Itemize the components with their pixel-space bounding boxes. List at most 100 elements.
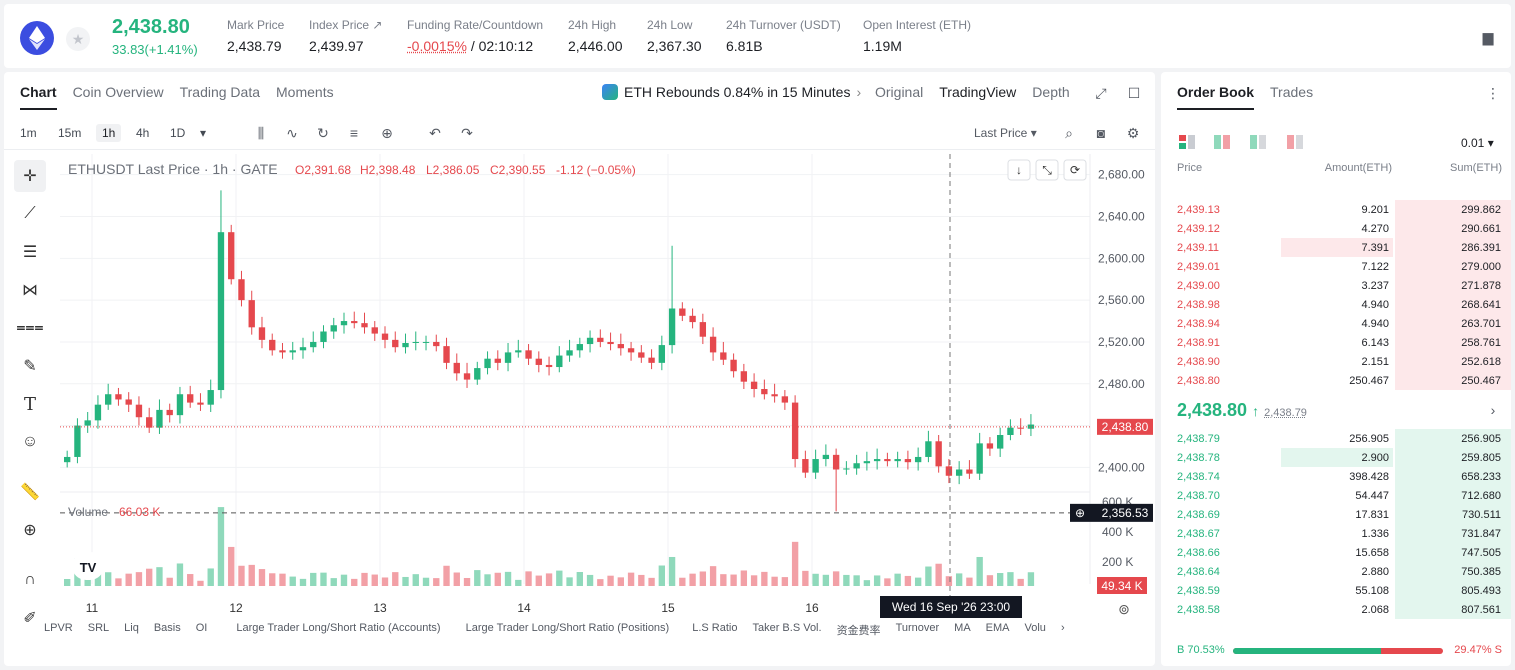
view-bids-icon[interactable] <box>1250 135 1266 149</box>
text-tool-icon[interactable]: T <box>23 393 36 415</box>
indicator-srl[interactable]: SRL <box>87 622 110 634</box>
tab-order-book[interactable]: Order Book <box>1177 84 1255 110</box>
templates-icon[interactable]: ≡ <box>349 125 359 141</box>
ask-row[interactable]: 2,438.80 250.467 250.467 <box>1161 371 1511 390</box>
volume-bar <box>474 570 481 586</box>
bid-row[interactable]: 2,438.67 1.336 731.847 <box>1161 524 1511 543</box>
volume-bar <box>320 572 327 586</box>
indicator-ls-ratio[interactable]: L.S Ratio <box>692 622 738 634</box>
volume-bar <box>105 572 112 586</box>
gear-icon[interactable]: ⚙ <box>1126 124 1140 141</box>
volume-bar <box>402 576 409 586</box>
bid-row[interactable]: 2,438.69 17.831 730.511 <box>1161 505 1511 524</box>
replay-icon[interactable]: ↻ <box>317 124 329 141</box>
col-price: Price <box>1177 162 1203 174</box>
news-ticker[interactable]: ETH Rebounds 0.84% in 15 Minutes › <box>602 84 861 100</box>
expand-icon[interactable]: ⤢ <box>1095 84 1107 101</box>
ask-row[interactable]: 2,438.91 6.143 258.761 <box>1161 333 1511 352</box>
ask-row[interactable]: 2,439.13 9.201 299.862 <box>1161 200 1511 219</box>
tab-chart[interactable]: Chart <box>20 84 57 110</box>
brush-tool-icon[interactable]: ✎ <box>23 358 37 375</box>
bid-row[interactable]: 2,438.58 2.068 807.561 <box>1161 600 1511 619</box>
bid-row[interactable]: 2,438.59 55.108 805.493 <box>1161 581 1511 600</box>
indicator-volume[interactable]: Volu <box>1024 622 1046 634</box>
ask-row[interactable]: 2,438.94 4.940 263.701 <box>1161 314 1511 333</box>
ask-row[interactable]: 2,438.98 4.940 268.641 <box>1161 295 1511 314</box>
timeframe-dropdown-icon[interactable]: ▾ <box>200 126 207 140</box>
indicator-turnover[interactable]: Turnover <box>895 622 940 634</box>
view-asks-icon[interactable] <box>1287 135 1303 149</box>
arrow-down-icon-box <box>1007 159 1031 181</box>
favorite-star-icon[interactable]: ★ <box>66 27 90 51</box>
precision-select[interactable]: 0.01 ▾ <box>1461 136 1494 150</box>
indicator-lpvr[interactable]: LPVR <box>44 622 73 634</box>
bid-row[interactable]: 2,438.66 15.658 747.505 <box>1161 543 1511 562</box>
tab-moments[interactable]: Moments <box>276 84 334 100</box>
tab-trades[interactable]: Trades <box>1270 84 1314 100</box>
book-icon[interactable]: ▆ <box>1482 28 1494 45</box>
row-price: 2,438.78 <box>1177 452 1220 464</box>
indicator-oi[interactable]: OI <box>195 622 208 634</box>
indicator-ltlsr-accounts[interactable]: Large Trader Long/Short Ratio (Accounts) <box>236 622 441 634</box>
chevron-right-icon[interactable]: › <box>1060 622 1065 634</box>
tab-coin-overview[interactable]: Coin Overview <box>72 84 164 100</box>
zoom-tool-icon[interactable]: ⊕ <box>23 522 37 539</box>
trend-line-tool-icon[interactable]: ⟋ <box>24 205 36 222</box>
tab-depth[interactable]: Depth <box>1032 84 1070 100</box>
timeframe-4h[interactable]: 4h <box>136 126 150 140</box>
indicator-basis[interactable]: Basis <box>153 622 181 634</box>
volume-bar <box>853 575 860 586</box>
ask-row[interactable]: 2,439.12 4.270 290.661 <box>1161 219 1511 238</box>
camera-icon[interactable]: ◙ <box>1096 125 1106 141</box>
candle-type-icon[interactable]: ⫼ <box>257 124 265 141</box>
timeframe-1d[interactable]: 1D <box>170 126 186 140</box>
bid-row[interactable]: 2,438.70 54.447 712.680 <box>1161 486 1511 505</box>
candle <box>894 459 901 462</box>
add-icon[interactable]: ⊕ <box>381 124 393 141</box>
bid-row[interactable]: 2,438.74 398.428 658.233 <box>1161 467 1511 486</box>
undo-icon[interactable]: ↶ <box>429 124 441 141</box>
ask-row[interactable]: 2,439.01 7.122 279.000 <box>1161 257 1511 276</box>
pattern-tool-icon[interactable]: ⋈ <box>22 282 38 299</box>
timeframe-1h[interactable]: 1h <box>96 124 122 142</box>
ask-row[interactable]: 2,438.90 2.151 252.618 <box>1161 352 1511 371</box>
stat-funding-rate[interactable]: Funding Rate/Countdown -0.0015% / 02:10:1… <box>407 18 544 54</box>
magnet-tool-icon[interactable]: ∩ <box>24 571 36 588</box>
chevron-right-icon[interactable]: › <box>1490 402 1496 418</box>
search-icon[interactable]: ⌕ <box>1065 124 1073 141</box>
indicator-ltlsr-positions[interactable]: Large Trader Long/Short Ratio (Positions… <box>465 622 670 634</box>
indicator-liq[interactable]: Liq <box>124 622 139 634</box>
tab-tradingview[interactable]: TradingView <box>939 84 1017 100</box>
tab-original[interactable]: Original <box>875 84 924 100</box>
price-chart[interactable]: 2,680.00 2,640.00 2,600.00 2,560.00 2,520.00… <box>4 154 1155 624</box>
bid-row[interactable]: 2,438.79 256.905 256.905 <box>1161 429 1511 448</box>
indicators-icon[interactable]: ∿ <box>286 124 298 141</box>
crosshair-tool-icon[interactable]: ✛ <box>14 160 46 192</box>
stat-index-price[interactable]: Index Price ↗ 2,439.97 <box>309 18 383 54</box>
view-mixed-icon[interactable] <box>1214 135 1230 149</box>
mid-price[interactable]: 2,438.80 ↑ 2,438.79 <box>1177 400 1307 420</box>
tab-trading-data[interactable]: Trading Data <box>179 84 261 100</box>
view-both-icon[interactable] <box>1179 135 1195 149</box>
ask-row[interactable]: 2,439.00 3.237 271.878 <box>1161 276 1511 295</box>
indicator-taker-bs[interactable]: Taker B.S Vol. <box>752 622 822 634</box>
last-price-tag-bg <box>1097 418 1153 435</box>
more-icon[interactable]: ⋮ <box>1486 84 1500 101</box>
redo-icon[interactable]: ↷ <box>461 124 473 141</box>
pencil-lock-icon[interactable]: ✐ <box>23 610 37 627</box>
emoji-tool-icon[interactable]: ☺ <box>21 433 39 450</box>
ask-row[interactable]: 2,439.11 7.391 286.391 <box>1161 238 1511 257</box>
fib-tool-icon[interactable]: ☰ <box>22 244 38 261</box>
ruler-tool-icon[interactable]: 📏 <box>20 484 40 501</box>
price-type-select[interactable]: Last Price ▾ <box>974 126 1037 140</box>
indicator-ema[interactable]: EMA <box>985 622 1010 634</box>
timeframe-15m[interactable]: 15m <box>58 126 82 140</box>
projection-tool-icon[interactable]: ⩶ <box>16 319 44 336</box>
timeframe-1m[interactable]: 1m <box>20 126 37 140</box>
indicator-ma[interactable]: MA <box>954 622 971 634</box>
bid-row[interactable]: 2,438.64 2.880 750.385 <box>1161 562 1511 581</box>
bid-row[interactable]: 2,438.78 2.900 259.805 <box>1161 448 1511 467</box>
window-icon[interactable]: ☐ <box>1127 84 1141 101</box>
volume-bar <box>556 570 563 586</box>
indicator-funding-rate[interactable]: 资金费率 <box>836 625 881 637</box>
